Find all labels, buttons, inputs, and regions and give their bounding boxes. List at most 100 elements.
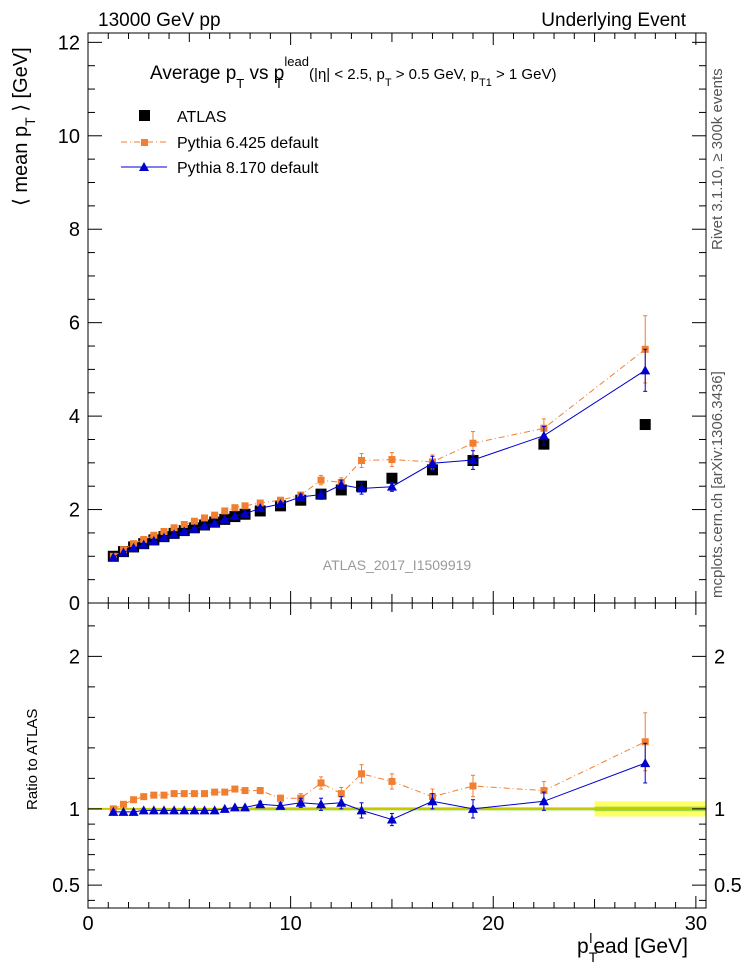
data-point <box>118 547 129 557</box>
data-point <box>160 791 168 799</box>
data-point <box>275 800 286 810</box>
y-tick-label: 4 <box>69 406 80 428</box>
data-point <box>180 521 188 529</box>
y-tick-label: 8 <box>69 219 80 241</box>
data-point <box>427 796 438 806</box>
x-tick-label: 10 <box>279 913 301 935</box>
data-point <box>219 803 230 813</box>
data-point <box>388 456 396 464</box>
data-point <box>229 511 240 521</box>
data-point <box>336 479 347 489</box>
data-point <box>358 770 366 778</box>
legend-label-pythia8: Pythia 8.170 default <box>177 160 319 177</box>
y-tick-label: 10 <box>58 126 80 148</box>
legend: ATLAS Pythia 6.425 default Pythia 8.170 … <box>121 109 319 177</box>
ratio-reference-band <box>88 801 706 817</box>
ratio-ylabel: Ratio to ATLAS <box>24 709 41 810</box>
mcplots-label: mcplots.cern.ch [arXiv:1306.3436] <box>709 371 726 598</box>
data-point <box>356 483 367 493</box>
data-point <box>388 777 396 785</box>
data-point <box>231 785 239 793</box>
data-point <box>295 491 306 501</box>
main-ylabel: ⟨ mean pT ⟩ [GeV] <box>10 47 38 206</box>
data-point <box>179 526 190 536</box>
ratio-y-tick-label: 2 <box>69 646 80 668</box>
xlabel: pTlead [GeV] <box>577 930 688 965</box>
data-point <box>209 518 220 528</box>
legend-marker-pythia6 <box>141 139 148 146</box>
data-point <box>119 800 127 808</box>
main-title: Average pT vs plead T (|η| < 2.5, pT > 0.… <box>150 54 556 91</box>
data-point <box>231 504 239 512</box>
data-point <box>128 542 139 552</box>
data-point <box>640 365 651 375</box>
data-point <box>169 805 180 815</box>
main-data <box>107 315 651 562</box>
ratio-y-tick-label: 1 <box>69 799 80 821</box>
ratio-data <box>108 712 651 827</box>
data-point <box>130 796 138 804</box>
ratio-axes: 0 10 20 30 0.5 0.5 1 1 2 2 <box>52 591 742 935</box>
data-point <box>199 520 210 530</box>
data-point <box>169 529 180 539</box>
y-tick-label: 0 <box>69 593 80 615</box>
data-point <box>337 790 345 798</box>
data-point <box>211 511 219 519</box>
data-point <box>148 805 159 815</box>
data-point <box>229 802 240 812</box>
legend-label-atlas: ATLAS <box>177 109 227 126</box>
rivet-label: Rivet 3.1.10, ≥ 300k events <box>709 68 726 250</box>
legend-label-pythia6: Pythia 6.425 default <box>177 135 319 152</box>
data-point <box>108 552 119 562</box>
data-point <box>640 758 651 768</box>
data-point <box>469 782 477 790</box>
data-point <box>199 805 210 815</box>
data-point <box>201 514 209 522</box>
data-point <box>241 787 249 795</box>
data-point <box>118 806 129 816</box>
data-point <box>170 790 178 798</box>
data-point <box>641 738 649 746</box>
data-point <box>158 805 169 815</box>
y-tick-label: 12 <box>58 32 80 54</box>
data-point <box>538 796 549 806</box>
data-point <box>190 790 198 798</box>
data-point <box>240 802 251 812</box>
x-tick-label: 0 <box>82 913 93 935</box>
data-point <box>138 539 149 549</box>
data-point <box>221 507 229 515</box>
data-point <box>276 794 284 802</box>
main-axes: 0 2 4 6 8 10 12 <box>58 32 707 615</box>
header-left: 13000 GeV pp <box>98 10 221 31</box>
ratio-frame <box>87 602 707 909</box>
data-point <box>170 524 178 532</box>
data-point <box>201 790 209 798</box>
data-point <box>189 523 200 533</box>
y-tick-label: 6 <box>69 313 80 335</box>
data-point <box>356 805 367 815</box>
data-point <box>316 489 327 499</box>
data-point <box>211 788 219 796</box>
data-point <box>128 806 139 816</box>
data-point <box>241 502 249 510</box>
data-point <box>221 788 229 796</box>
data-point <box>256 787 264 795</box>
data-point <box>316 799 327 809</box>
data-point <box>317 476 325 484</box>
analysis-watermark: ATLAS_2017_I1509919 <box>323 557 472 573</box>
ratio-y-tick-label-right: 1 <box>714 799 725 821</box>
series-line <box>113 741 646 810</box>
data-point <box>240 508 251 518</box>
data-point <box>538 430 549 440</box>
data-point <box>158 532 169 542</box>
data-point <box>469 439 477 447</box>
atlas-point <box>639 419 651 431</box>
y-tick-label: 2 <box>69 500 80 522</box>
header-right: Underlying Event <box>541 10 686 31</box>
data-point <box>138 805 149 815</box>
data-point <box>295 797 306 807</box>
data-point <box>189 805 200 815</box>
data-point <box>467 803 478 813</box>
ratio-y-tick-label: 0.5 <box>52 875 80 897</box>
data-point <box>255 799 266 809</box>
